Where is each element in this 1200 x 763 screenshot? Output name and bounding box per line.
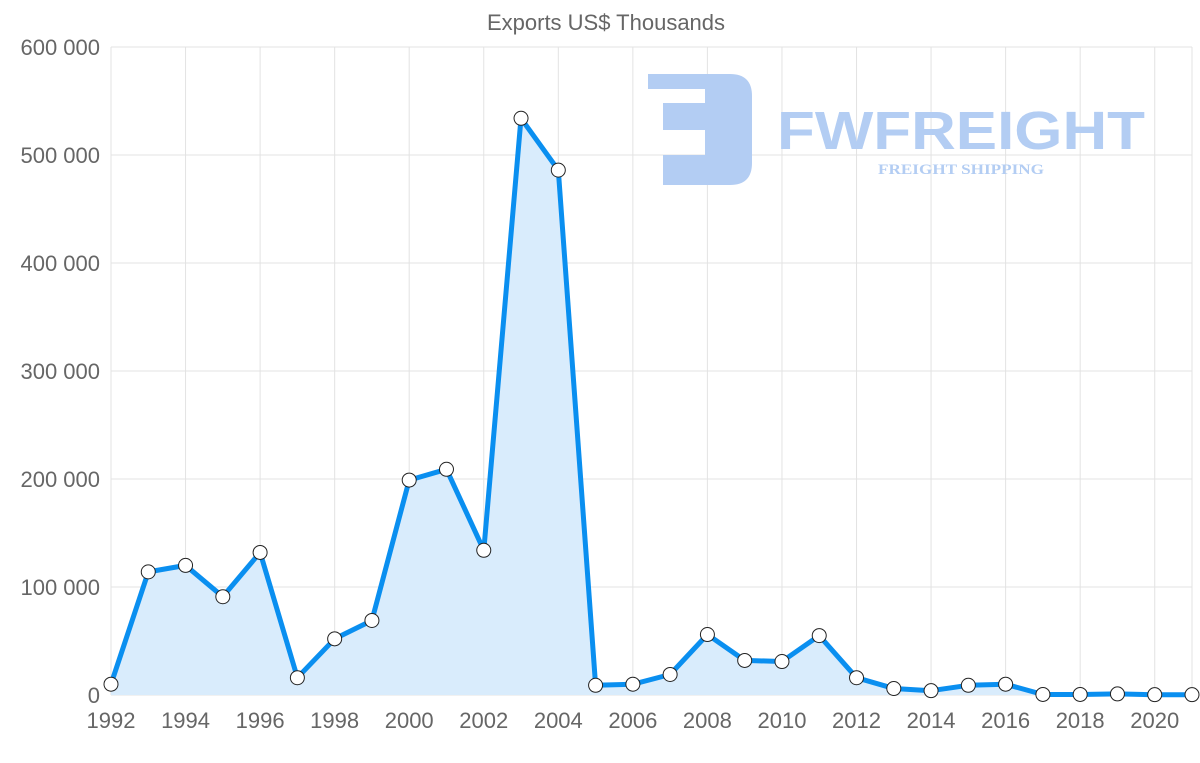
data-point-2007[interactable] [662,666,678,682]
watermark-brand: FWFREIGHT [777,101,1145,161]
data-point-2011[interactable] [811,628,827,644]
x-tick-label: 2000 [385,708,434,733]
x-tick-label: 2004 [534,708,583,733]
y-tick-label: 600 000 [20,35,100,60]
logo-mark-icon [648,74,752,185]
x-tick-label: 1996 [236,708,285,733]
data-point-2019[interactable] [1109,686,1125,702]
x-tick-label: 2012 [832,708,881,733]
data-point-1995[interactable] [215,589,231,605]
data-point-2003[interactable] [513,110,529,126]
chart-title: Exports US$ Thousands [487,10,725,35]
y-tick-label: 300 000 [20,359,100,384]
data-point-2020[interactable] [1147,687,1163,703]
data-point-2009[interactable] [737,652,753,668]
data-point-2002[interactable] [476,542,492,558]
exports-series [103,110,1200,703]
data-point-2010[interactable] [774,654,790,670]
fwfreight-watermark-logo: FWFREIGHT FREIGHT SHIPPING [648,74,1145,185]
x-tick-label: 2014 [907,708,956,733]
y-tick-label: 500 000 [20,143,100,168]
data-point-2016[interactable] [998,676,1014,692]
y-axis: 0 100 000 200 000 300 000 400 000 500 000 600 … [20,35,100,708]
x-tick-label: 2002 [459,708,508,733]
data-point-2005[interactable] [588,677,604,693]
x-tick-label: 1992 [87,708,136,733]
x-tick-label: 1998 [310,708,359,733]
x-tick-label: 1994 [161,708,210,733]
data-point-1993[interactable] [140,564,156,580]
x-tick-label: 2006 [608,708,657,733]
data-point-2012[interactable] [849,670,865,686]
data-point-1998[interactable] [327,631,343,647]
x-tick-label: 2010 [757,708,806,733]
data-point-2018[interactable] [1072,686,1088,702]
y-tick-label: 0 [88,683,100,708]
data-point-1996[interactable] [252,544,268,560]
x-tick-label: 2020 [1130,708,1179,733]
data-point-1992[interactable] [103,676,119,692]
y-tick-label: 200 000 [20,467,100,492]
x-tick-label: 2016 [981,708,1030,733]
x-tick-label: 2018 [1056,708,1105,733]
data-point-1999[interactable] [364,612,380,628]
area-fill [111,118,1192,696]
data-point-1994[interactable] [178,557,194,573]
data-point-1997[interactable] [289,670,305,686]
y-tick-label: 100 000 [20,575,100,600]
data-point-2014[interactable] [923,683,939,699]
data-point-2017[interactable] [1035,686,1051,702]
x-tick-label: 2008 [683,708,732,733]
data-point-2021[interactable] [1184,687,1200,703]
data-point-2000[interactable] [401,472,417,488]
data-point-2015[interactable] [960,677,976,693]
data-point-2001[interactable] [438,461,454,477]
watermark-tagline: FREIGHT SHIPPING [878,162,1044,178]
data-point-2008[interactable] [699,627,715,643]
x-axis: 1992 1994 1996 1998 2000 2002 2004 2006 2008 2010… [87,708,1180,733]
y-tick-label: 400 000 [20,251,100,276]
data-point-2006[interactable] [625,676,641,692]
data-point-2004[interactable] [550,162,566,178]
data-point-2013[interactable] [886,681,902,697]
